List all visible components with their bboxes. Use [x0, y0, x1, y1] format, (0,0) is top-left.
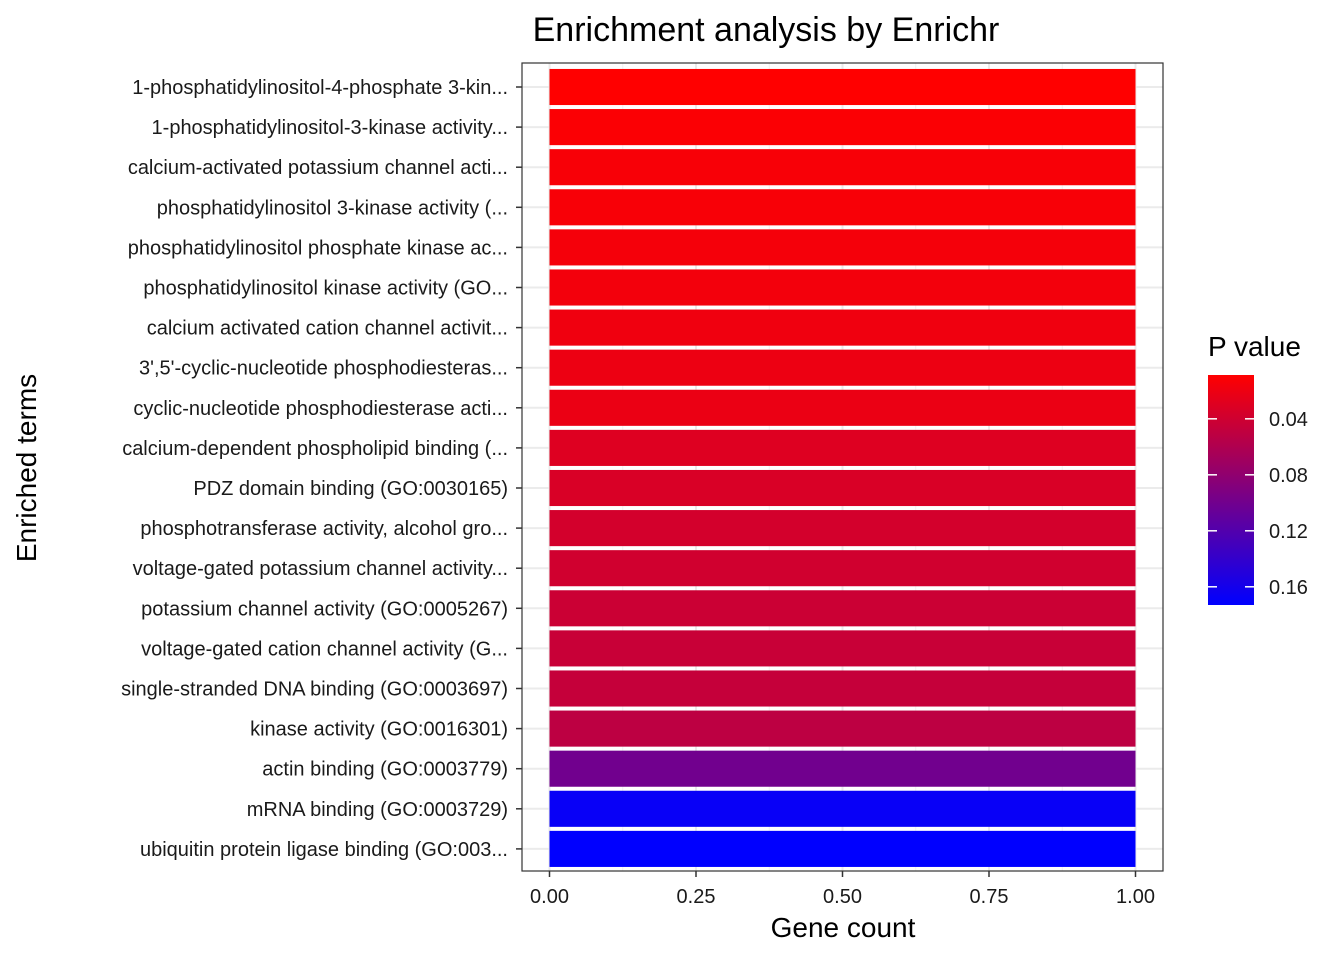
bar — [549, 550, 1136, 587]
x-tick-label: 1.00 — [1116, 886, 1155, 908]
chart-title: Enrichment analysis by Enrichr — [533, 11, 1000, 49]
bar — [549, 710, 1136, 747]
legend-title: P value — [1208, 331, 1301, 362]
bar — [549, 109, 1136, 146]
y-tick-label: phosphatidylinositol 3-kinase activity (… — [157, 197, 508, 219]
y-tick-label: single-stranded DNA binding (GO:0003697) — [121, 679, 508, 701]
y-tick-label: kinase activity (GO:0016301) — [250, 719, 508, 741]
y-tick-label: calcium activated cation channel activit… — [147, 318, 508, 340]
bar — [549, 349, 1136, 386]
x-tick-label: 0.50 — [823, 886, 862, 908]
y-tick-label: cyclic-nucleotide phosphodiesterase acti… — [133, 398, 508, 420]
bar — [549, 149, 1136, 186]
bar — [549, 830, 1136, 867]
bar — [549, 590, 1136, 627]
bar — [549, 630, 1136, 667]
legend-tick-label: 0.04 — [1269, 409, 1308, 431]
bar — [549, 670, 1136, 707]
bar — [549, 229, 1136, 266]
bar — [549, 790, 1136, 827]
pvalue-legend: P value 0.04 0.08 0.12 0.16 — [1208, 331, 1308, 605]
legend-tick-label: 0.16 — [1269, 577, 1308, 599]
bar — [549, 269, 1136, 306]
y-tick-label: actin binding (GO:0003779) — [262, 759, 508, 781]
x-axis: 0.00 0.25 0.50 0.75 1.00 — [530, 871, 1155, 908]
y-axis: 1-phosphatidylinositol-4-phosphate 3-kin… — [121, 77, 522, 861]
y-tick-label: PDZ domain binding (GO:0030165) — [193, 478, 508, 500]
y-axis-title: Enriched terms — [11, 374, 42, 562]
y-tick-label: 1-phosphatidylinositol-4-phosphate 3-kin… — [132, 77, 508, 99]
y-tick-label: phosphotransferase activity, alcohol gro… — [140, 518, 508, 540]
y-tick-label: 3',5'-cyclic-nucleotide phosphodiesteras… — [139, 358, 508, 380]
y-tick-label: 1-phosphatidylinositol-3-kinase activity… — [152, 117, 508, 139]
x-tick-label: 0.75 — [970, 886, 1009, 908]
y-tick-label: ubiquitin protein ligase binding (GO:003… — [140, 839, 508, 861]
x-axis-title: Gene count — [771, 912, 916, 943]
y-tick-label: calcium-dependent phospholipid binding (… — [122, 438, 508, 460]
x-tick-label: 0.00 — [530, 886, 569, 908]
y-tick-label: phosphatidylinositol kinase activity (GO… — [143, 278, 508, 300]
bar — [549, 510, 1136, 547]
bar — [549, 429, 1136, 466]
y-tick-label: phosphatidylinositol phosphate kinase ac… — [128, 237, 508, 259]
y-tick-label: voltage-gated cation channel activity (G… — [141, 638, 508, 660]
legend-tick-label: 0.12 — [1269, 521, 1308, 543]
y-tick-label: mRNA binding (GO:0003729) — [247, 799, 508, 821]
legend-tick-label: 0.08 — [1269, 465, 1308, 487]
bar — [549, 189, 1136, 226]
plot-panel — [521, 62, 1164, 872]
bar — [549, 389, 1136, 426]
y-tick-label: potassium channel activity (GO:0005267) — [141, 598, 508, 620]
bar — [549, 68, 1136, 106]
bar — [549, 469, 1136, 507]
y-tick-label: voltage-gated potassium channel activity… — [133, 558, 508, 580]
legend-colorbar — [1208, 375, 1254, 605]
y-tick-label: calcium-activated potassium channel acti… — [128, 157, 508, 179]
bar — [549, 750, 1136, 787]
bar — [549, 309, 1136, 346]
x-tick-label: 0.25 — [677, 886, 716, 908]
